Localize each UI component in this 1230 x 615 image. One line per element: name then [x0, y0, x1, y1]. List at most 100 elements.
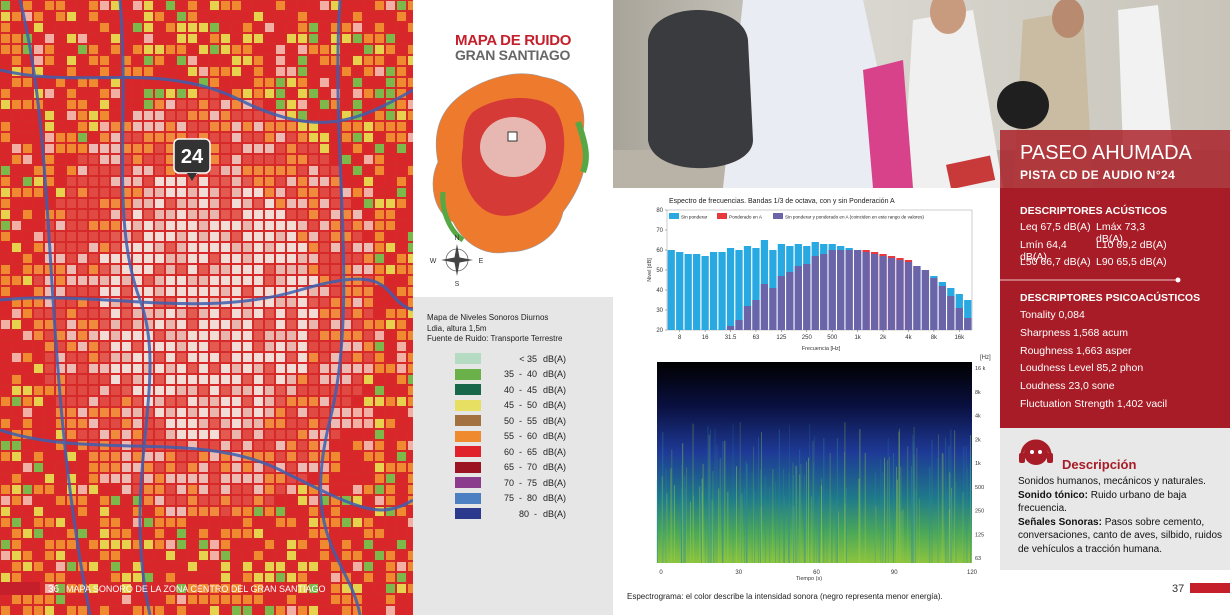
map-block [254, 375, 263, 384]
map-block [287, 232, 296, 241]
map-block [265, 551, 274, 560]
map-block [353, 67, 362, 76]
map-block [386, 419, 395, 428]
map-block [232, 188, 241, 197]
map-block [276, 34, 285, 43]
map-block [34, 188, 43, 197]
map-block [287, 573, 296, 582]
map-block [265, 287, 274, 296]
map-block [375, 518, 384, 527]
map-block [232, 408, 241, 417]
map-block [1, 606, 10, 615]
map-block [254, 463, 263, 472]
map-block [78, 67, 87, 76]
map-block [309, 595, 318, 604]
map-block [34, 485, 43, 494]
map-block [1, 34, 10, 43]
map-block [89, 595, 98, 604]
map-block [276, 89, 285, 98]
map-block [199, 496, 208, 505]
map-block [320, 144, 329, 153]
map-block [199, 287, 208, 296]
map-block [100, 34, 109, 43]
map-block [243, 320, 252, 329]
map-block [232, 177, 241, 186]
map-block [298, 430, 307, 439]
map-block [111, 353, 120, 362]
map-block [144, 45, 153, 54]
map-block [67, 562, 76, 571]
map-block [67, 276, 76, 285]
map-block [155, 551, 164, 560]
map-block [166, 595, 175, 604]
green-edge [575, 121, 589, 174]
map-block [56, 342, 65, 351]
map-block [111, 375, 120, 384]
map-block [364, 320, 373, 329]
map-block [243, 430, 252, 439]
map-block [111, 287, 120, 296]
map-block [199, 320, 208, 329]
map-block [199, 386, 208, 395]
map-block [100, 89, 109, 98]
map-block [331, 463, 340, 472]
map-block [155, 78, 164, 87]
map-block [155, 463, 164, 472]
map-block [309, 298, 318, 307]
map-block [199, 89, 208, 98]
map-block [45, 507, 54, 516]
map-block [111, 474, 120, 483]
map-block [408, 309, 413, 318]
map-block [276, 155, 285, 164]
map-block [364, 419, 373, 428]
map-block [100, 265, 109, 274]
map-block [408, 188, 413, 197]
map-block [155, 188, 164, 197]
map-block [287, 430, 296, 439]
map-block [298, 166, 307, 175]
map-block [111, 89, 120, 98]
map-block [320, 133, 329, 142]
map-block [67, 375, 76, 384]
map-block [221, 606, 230, 615]
map-block [287, 111, 296, 120]
bar [828, 250, 836, 330]
map-block [342, 342, 351, 351]
map-block [408, 386, 413, 395]
map-block [298, 562, 307, 571]
map-block [89, 287, 98, 296]
map-block [353, 210, 362, 219]
map-block [122, 100, 131, 109]
bar [845, 250, 853, 330]
compass: N S E W [430, 235, 484, 288]
map-block [23, 210, 32, 219]
map-block [12, 100, 21, 109]
map-block [342, 441, 351, 450]
map-block [133, 595, 142, 604]
map-block [364, 144, 373, 153]
map-block [210, 419, 219, 428]
map-block [166, 342, 175, 351]
map-block [276, 210, 285, 219]
map-block [276, 133, 285, 142]
legend-range: 45 - 50 [503, 400, 537, 411]
map-block [144, 320, 153, 329]
map-block [221, 1, 230, 10]
bar [794, 266, 802, 330]
map-block [364, 474, 373, 483]
map-block [342, 309, 351, 318]
map-block [232, 573, 241, 582]
map-block [133, 78, 142, 87]
map-block [12, 23, 21, 32]
map-block [232, 133, 241, 142]
map-block [111, 419, 120, 428]
map-block [254, 518, 263, 527]
map-block [210, 243, 219, 252]
map-block [320, 122, 329, 131]
map-block [210, 507, 219, 516]
map-block [133, 23, 142, 32]
map-block [232, 89, 241, 98]
map-block [364, 496, 373, 505]
map-block [320, 529, 329, 538]
